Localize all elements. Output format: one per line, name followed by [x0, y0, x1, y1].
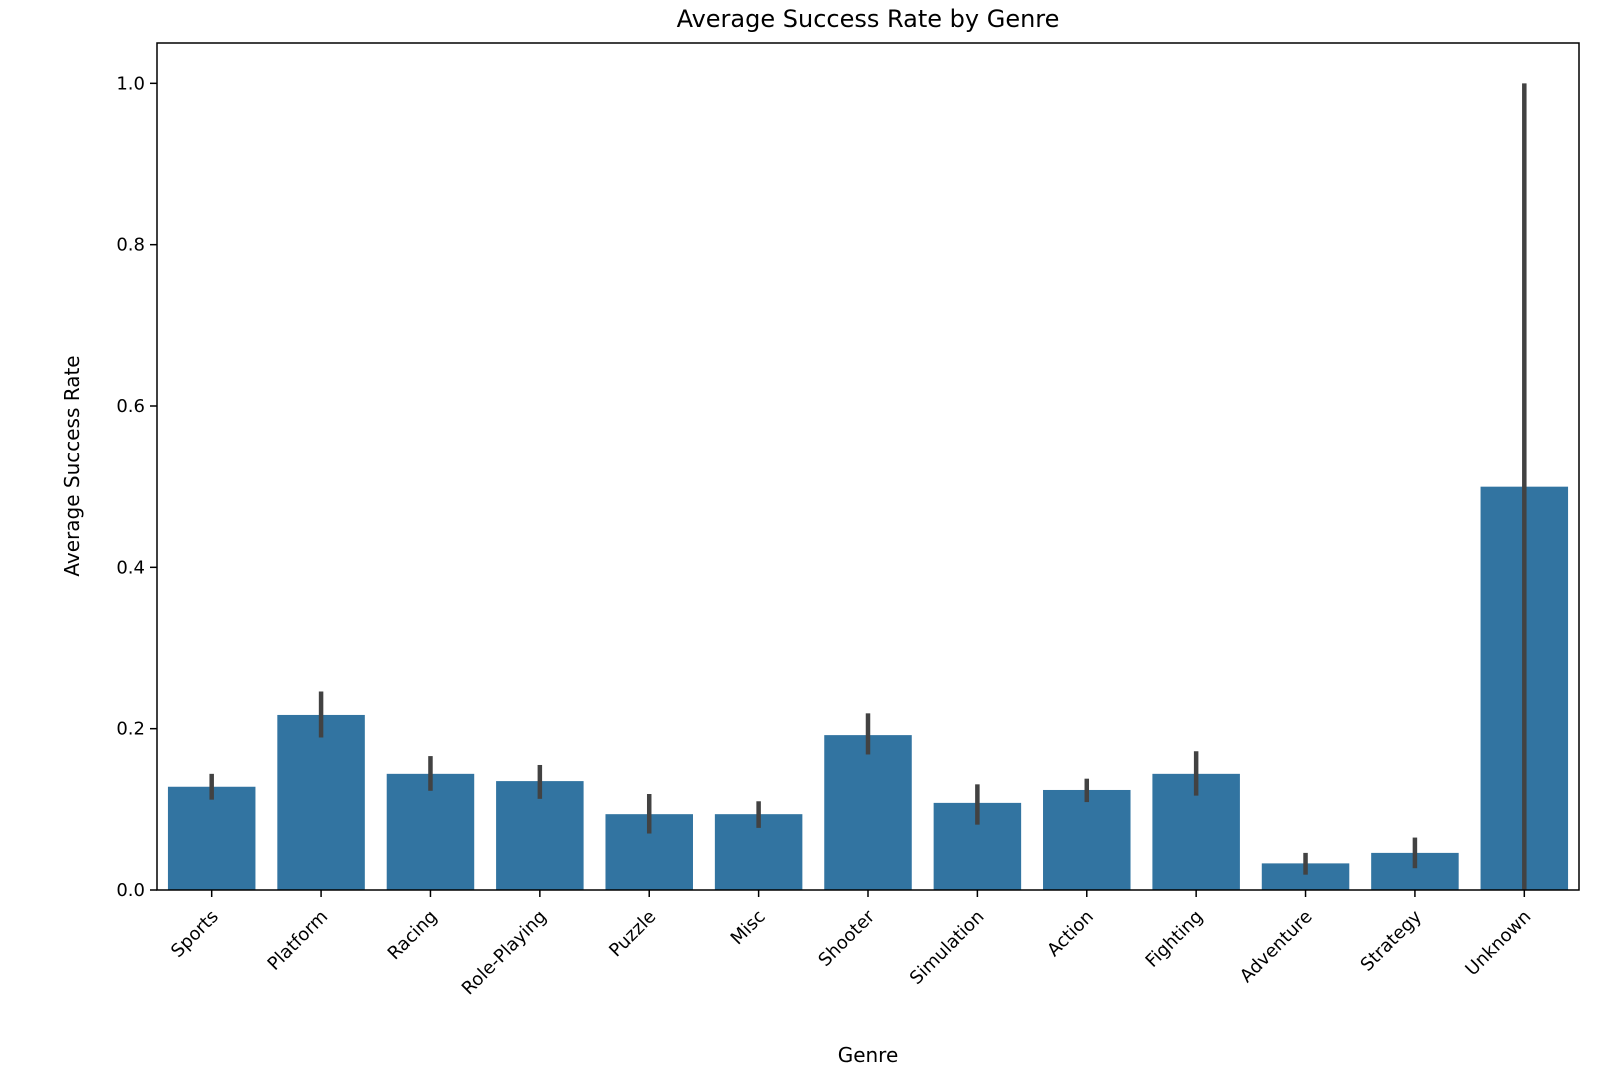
x-tick-label: Fighting	[1142, 906, 1208, 972]
x-tick-label: Role-Playing	[458, 906, 551, 999]
x-tick-label: Platform	[264, 906, 333, 975]
y-tick-label: 0.4	[116, 557, 145, 578]
y-tick-label: 0.6	[116, 396, 145, 417]
x-tick-label: Racing	[384, 906, 442, 964]
x-tick-label: Action	[1043, 906, 1098, 961]
bar-sports	[167, 786, 256, 890]
y-axis-label: Average Success Rate	[60, 355, 84, 576]
x-tick-label: Strategy	[1357, 906, 1427, 976]
x-axis-label: Genre	[838, 1043, 899, 1067]
x-tick-label: Sports	[167, 906, 223, 962]
bar-shooter	[824, 735, 912, 890]
x-tick-label: Misc	[727, 906, 770, 949]
bars-layer	[167, 486, 1569, 890]
error-bars-layer	[209, 83, 1527, 890]
x-axis: Sports Platform Racing Role-Playing Puzzle Mi…	[167, 890, 1535, 999]
x-tick-label: Puzzle	[605, 906, 660, 961]
bar-racing	[386, 773, 475, 890]
y-tick-label: 0.8	[116, 235, 145, 256]
x-tick-label: Shooter	[814, 906, 879, 971]
bar-role-playing	[496, 781, 584, 890]
y-tick-label: 0.0	[116, 880, 145, 901]
bar-action	[1043, 789, 1131, 890]
x-tick-label: Adventure	[1236, 906, 1317, 987]
x-tick-label: Simulation	[906, 906, 989, 989]
y-tick-label: 1.0	[116, 73, 145, 94]
y-tick-label: 0.2	[116, 719, 145, 740]
x-tick-label: Unknown	[1461, 906, 1535, 980]
y-axis: 0.0 0.2 0.4 0.6 0.8 1.0	[116, 73, 157, 901]
chart-title: Average Success Rate by Genre	[677, 5, 1060, 33]
bar-platform	[277, 714, 365, 890]
